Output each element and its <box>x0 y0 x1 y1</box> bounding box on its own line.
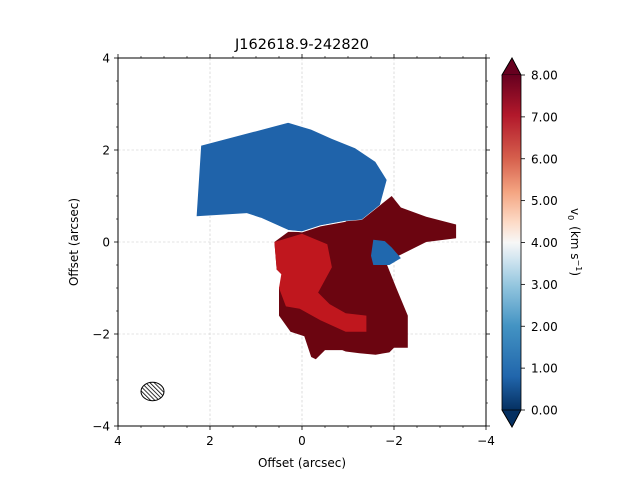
colorbar-tick-label-5: 5.00 <box>531 194 558 208</box>
y-tick-label-0: 4 <box>102 52 110 66</box>
y-tick-label-4: −4 <box>92 420 110 434</box>
chart-title: J162618.9-242820 <box>234 37 369 53</box>
lobe-boundary <box>260 217 346 233</box>
colorbar-tick-label-6: 6.00 <box>531 152 558 166</box>
colorbar-tick-label-7: 7.00 <box>531 110 558 124</box>
x-tick-label-3: −2 <box>385 434 403 448</box>
x-axis-label: Offset (arcsec) <box>258 456 346 470</box>
colorbar: 0.00 1.00 2.00 3.00 4.00 5.00 6.00 7.00 8.00 v0(… <box>501 57 583 428</box>
colorbar-label: v0(km s−1) <box>566 208 583 276</box>
y-tick-label-3: −2 <box>92 328 110 342</box>
region-3 <box>371 239 401 265</box>
region-0 <box>195 121 388 233</box>
colorbar-tick-label-4: 4.00 <box>531 236 558 250</box>
colorbar-extend-top <box>501 57 522 76</box>
beam-ellipse <box>140 381 165 402</box>
y-tick-label-2: 0 <box>102 236 110 250</box>
x-ticks: 4 2 0 −2 −4 <box>114 54 495 448</box>
colorbar-tick-label-8: 8.00 <box>531 69 558 83</box>
beam-shape <box>140 381 165 402</box>
colorbar-extend-bottom <box>501 409 522 428</box>
y-ticks: 4 2 0 −2 −4 <box>92 52 490 434</box>
y-axis-label: Offset (arcsec) <box>67 198 81 286</box>
y-tick-label-1: 2 <box>102 144 110 158</box>
colorbar-tick-label-2: 2.00 <box>531 320 558 334</box>
x-tick-label-2: 0 <box>298 434 306 448</box>
x-tick-label-0: 4 <box>114 434 122 448</box>
colorbar-tick-label-3: 3.00 <box>531 278 558 292</box>
velocity-regions <box>195 121 457 360</box>
x-tick-label-1: 2 <box>206 434 214 448</box>
colorbar-gradient <box>502 75 521 410</box>
colorbar-ticks: 0.00 1.00 2.00 3.00 4.00 5.00 6.00 7.00 8.00 <box>521 69 558 418</box>
x-tick-label-4: −4 <box>477 434 495 448</box>
colorbar-tick-label-1: 1.00 <box>531 362 558 376</box>
colorbar-tick-label-0: 0.00 <box>531 404 558 418</box>
region-2 <box>274 233 367 332</box>
